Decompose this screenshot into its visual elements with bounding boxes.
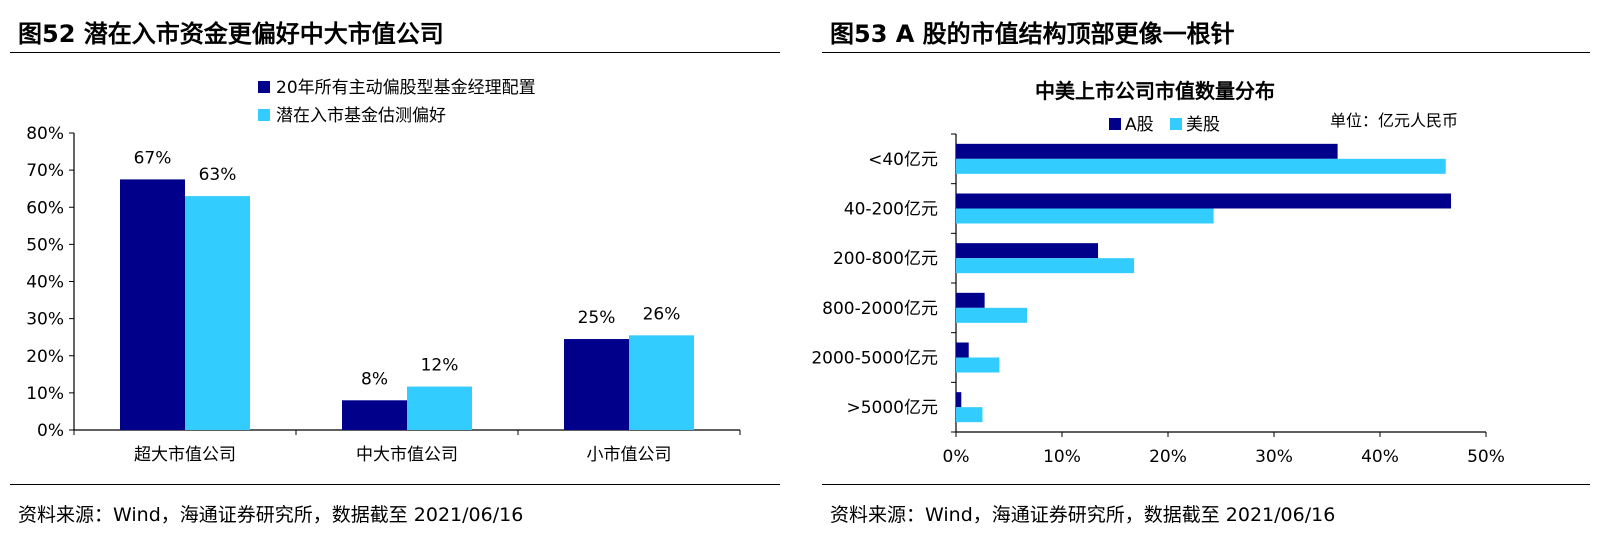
chart-title: 中美上市公司市值数量分布: [1035, 79, 1275, 103]
y-tick-label: 50%: [26, 235, 64, 255]
y-tick-label: >5000亿元: [846, 398, 938, 418]
data-label: 8%: [361, 369, 388, 389]
y-tick-label: <40亿元: [868, 150, 938, 170]
bar: [564, 339, 629, 430]
data-label: 67%: [134, 148, 172, 168]
y-tick-label: 70%: [26, 161, 64, 181]
bar: [120, 179, 185, 430]
x-tick-label: 小市值公司: [587, 445, 672, 465]
bar: [342, 400, 407, 430]
source-rule: [822, 484, 1590, 485]
source-rule: [10, 484, 780, 485]
x-tick-label: 0%: [943, 447, 970, 467]
y-tick-label: 20%: [26, 347, 64, 367]
bar: [407, 386, 472, 430]
legend-label: 潜在入市基金估测偏好: [276, 106, 446, 126]
bar: [185, 196, 250, 430]
bar: [956, 208, 1214, 224]
bar: [956, 243, 1099, 259]
data-label: 26%: [643, 304, 681, 324]
y-tick-label: 10%: [26, 384, 64, 404]
bar-chart-right: 中美上市公司市值数量分布 A股 美股 单位：亿元人民币 0% 10% 20% 30% 40% 50…: [812, 79, 1505, 467]
data-label: 12%: [421, 356, 459, 376]
x-tick-label: 10%: [1043, 447, 1081, 467]
title-rule: [822, 52, 1590, 53]
legend-label: 20年所有主动偏股型基金经理配置: [276, 78, 536, 98]
title-rule: [10, 52, 780, 53]
figure-title: 图52 潜在入市资金更偏好中大市值公司: [18, 20, 444, 48]
bar: [956, 357, 1000, 373]
bar: [956, 292, 985, 308]
figure-title: 图53 A 股的市值结构顶部更像一根针: [830, 20, 1235, 48]
source-note: 资料来源：Wind，海通证券研究所，数据截至 2021/06/16: [18, 504, 524, 526]
x-tick-label: 中大市值公司: [356, 445, 458, 465]
legend-label: 美股: [1186, 115, 1220, 135]
bar: [629, 335, 694, 430]
legend-swatch: [258, 109, 270, 121]
unit-note: 单位：亿元人民币: [1330, 111, 1458, 130]
bar: [956, 407, 983, 423]
y-tick-label: 40-200亿元: [844, 200, 938, 220]
legend-swatch: [1109, 118, 1121, 130]
y-tick-label: 0%: [37, 421, 64, 441]
y-tick-label: 2000-5000亿元: [812, 349, 938, 369]
data-label: 63%: [199, 165, 237, 185]
x-tick-label: 50%: [1467, 447, 1505, 467]
bar: [956, 258, 1135, 274]
right-panel: 图53 A 股的市值结构顶部更像一根针 中美上市公司市值数量分布 A股 美股 单位：亿…: [812, 0, 1600, 540]
bar: [956, 307, 1028, 323]
source-note: 资料来源：Wind，海通证券研究所，数据截至 2021/06/16: [830, 504, 1336, 526]
y-tick-label: 800-2000亿元: [822, 299, 938, 319]
bar: [956, 143, 1338, 159]
legend-swatch: [1170, 118, 1182, 130]
x-tick-label: 40%: [1361, 447, 1399, 467]
x-tick-label: 20%: [1149, 447, 1187, 467]
y-tick-label: 200-800亿元: [833, 249, 938, 269]
data-label: 25%: [578, 308, 616, 328]
x-tick-label: 30%: [1255, 447, 1293, 467]
bar: [956, 392, 962, 408]
bar: [956, 193, 1452, 209]
y-tick-label: 30%: [26, 310, 64, 330]
y-tick-label: 40%: [26, 273, 64, 293]
legend-swatch: [258, 81, 270, 93]
x-tick-label: 超大市值公司: [134, 445, 236, 465]
y-tick-label: 80%: [26, 124, 64, 144]
bar: [956, 342, 969, 358]
bar: [956, 158, 1446, 174]
legend-label: A股: [1125, 115, 1154, 135]
y-tick-label: 60%: [26, 198, 64, 218]
left-panel: 图52 潜在入市资金更偏好中大市值公司 20年所有主动偏股型基金经理配置 潜在入市…: [0, 0, 790, 540]
